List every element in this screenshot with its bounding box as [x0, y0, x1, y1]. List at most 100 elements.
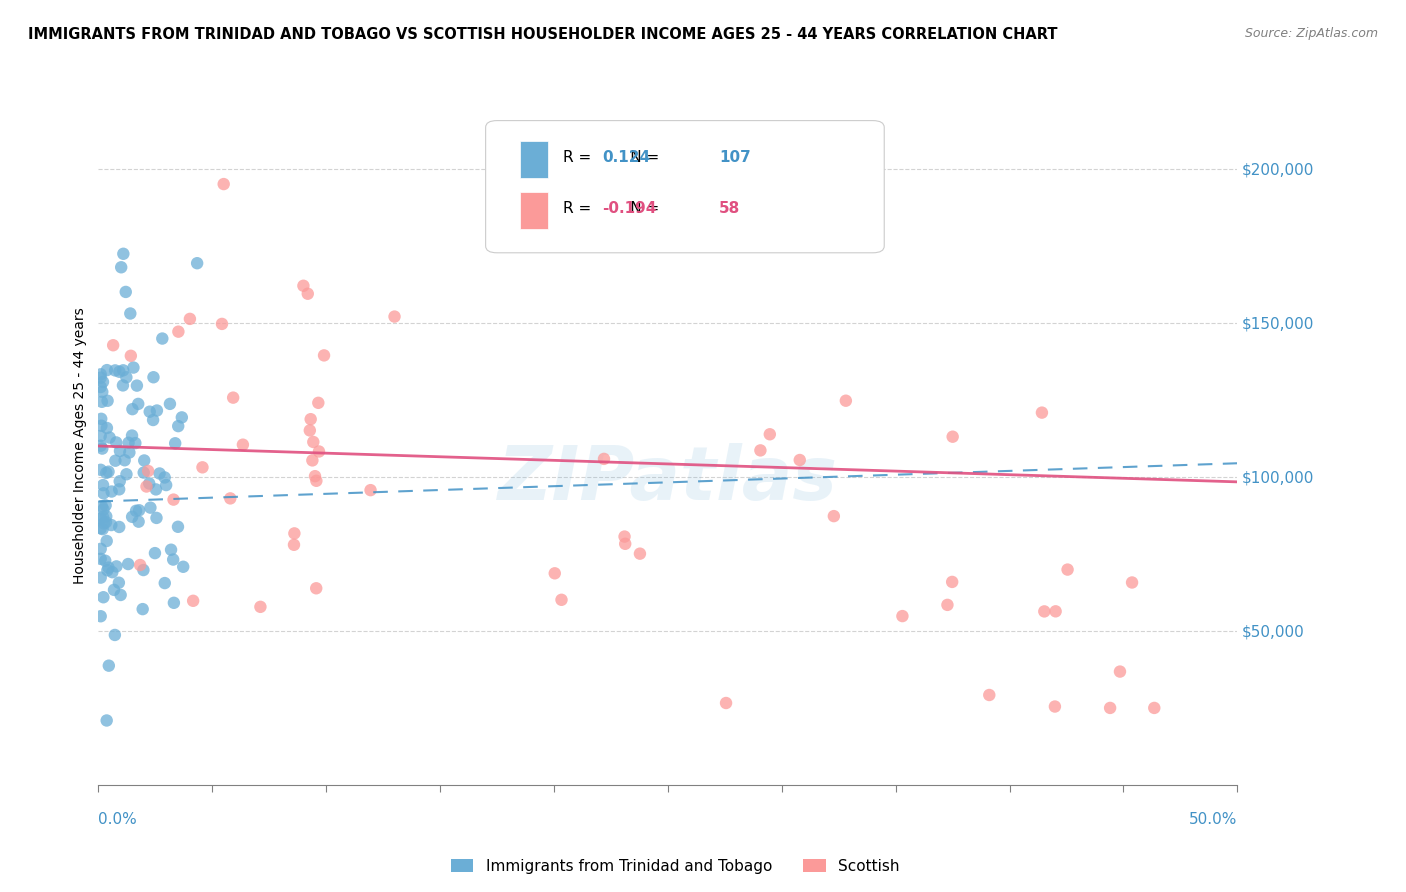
- Point: [132, 563, 155, 577]
- Point: [299, 412, 322, 426]
- Point: [298, 424, 321, 438]
- Point: [145, 511, 167, 525]
- Point: [120, 349, 142, 363]
- Point: [91, 510, 114, 524]
- Point: [118, 445, 141, 459]
- Text: R =        N =: R = N =: [562, 151, 659, 165]
- Point: [96, 714, 118, 728]
- Point: [90, 541, 112, 556]
- Point: [179, 311, 201, 326]
- Point: [138, 405, 160, 419]
- Point: [108, 365, 131, 379]
- Point: [112, 363, 135, 377]
- Point: [162, 492, 184, 507]
- Point: [160, 542, 183, 557]
- Point: [128, 515, 150, 529]
- Point: [108, 483, 131, 497]
- Text: -0.194: -0.194: [602, 202, 657, 216]
- Point: [132, 466, 155, 480]
- Text: 0.124: 0.124: [602, 151, 650, 165]
- Point: [96, 466, 118, 480]
- Point: [101, 565, 124, 579]
- Point: [153, 470, 176, 484]
- Point: [211, 317, 233, 331]
- Point: [138, 476, 160, 491]
- Bar: [520, 192, 548, 229]
- Point: [93, 591, 115, 605]
- Point: [93, 486, 115, 500]
- Point: [614, 537, 637, 551]
- Point: [891, 609, 914, 624]
- Point: [936, 598, 959, 612]
- Point: [115, 370, 138, 384]
- Point: [112, 247, 135, 261]
- Point: [97, 658, 120, 673]
- Point: [191, 460, 214, 475]
- Point: [153, 576, 176, 591]
- Point: [163, 596, 186, 610]
- Point: [91, 478, 114, 492]
- Point: [136, 464, 159, 478]
- Point: [159, 397, 181, 411]
- Point: [148, 467, 170, 481]
- Point: [142, 413, 165, 427]
- Point: [1031, 406, 1053, 420]
- Point: [544, 566, 567, 581]
- Point: [170, 410, 193, 425]
- Point: [1043, 699, 1066, 714]
- Point: [165, 436, 187, 450]
- Point: [941, 574, 963, 589]
- Point: [108, 575, 131, 590]
- Point: [134, 453, 156, 467]
- Point: [789, 453, 811, 467]
- Point: [124, 436, 146, 450]
- Point: [90, 380, 112, 394]
- Point: [307, 396, 329, 410]
- Point: [90, 463, 112, 477]
- Point: [110, 260, 132, 275]
- Point: [283, 526, 305, 541]
- Point: [145, 483, 167, 497]
- Point: [167, 325, 190, 339]
- Point: [312, 348, 335, 362]
- Text: IMMIGRANTS FROM TRINIDAD AND TOBAGO VS SCOTTISH HOUSEHOLDER INCOME AGES 25 - 44 : IMMIGRANTS FROM TRINIDAD AND TOBAGO VS S…: [28, 27, 1057, 42]
- Point: [181, 594, 204, 608]
- Point: [304, 469, 326, 483]
- Point: [90, 418, 112, 433]
- Point: [283, 538, 305, 552]
- Point: [100, 518, 122, 533]
- Point: [150, 332, 173, 346]
- Point: [96, 563, 118, 577]
- Point: [96, 363, 118, 377]
- Point: [91, 384, 114, 399]
- Point: [172, 559, 194, 574]
- Point: [131, 602, 153, 616]
- Point: [1099, 701, 1122, 715]
- Point: [1143, 701, 1166, 715]
- Point: [103, 582, 125, 597]
- Point: [249, 599, 271, 614]
- Point: [1045, 604, 1067, 618]
- Point: [117, 557, 139, 571]
- Point: [114, 285, 136, 299]
- Point: [125, 504, 148, 518]
- Point: [90, 429, 112, 443]
- Point: [104, 363, 127, 377]
- Point: [1033, 604, 1056, 618]
- Point: [1121, 575, 1143, 590]
- Point: [90, 370, 112, 384]
- Point: [121, 509, 143, 524]
- Point: [135, 479, 157, 493]
- Text: 50.0%: 50.0%: [1189, 812, 1237, 827]
- Point: [121, 402, 143, 417]
- Point: [155, 478, 177, 492]
- Point: [127, 397, 149, 411]
- Point: [308, 444, 330, 458]
- Point: [97, 393, 120, 408]
- Point: [91, 375, 114, 389]
- Point: [93, 516, 115, 531]
- Point: [222, 391, 245, 405]
- Point: [305, 474, 328, 488]
- Point: [297, 286, 319, 301]
- Point: [139, 500, 162, 515]
